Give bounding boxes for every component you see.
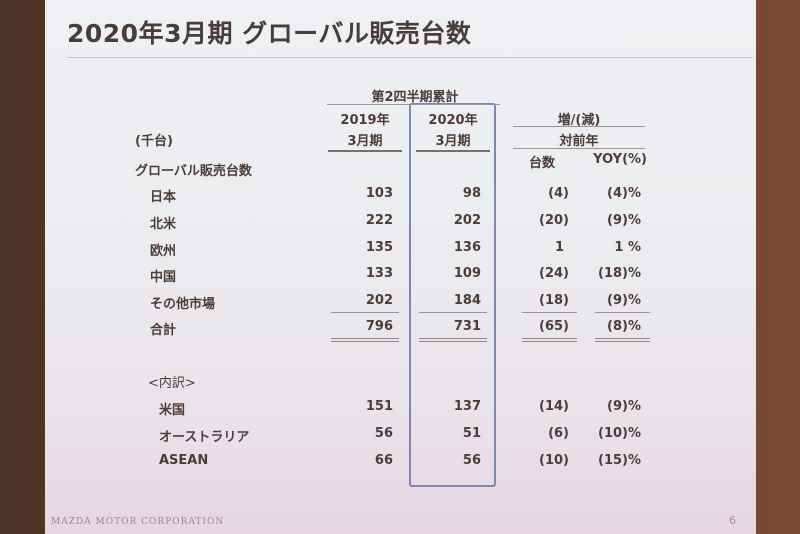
- row-label: 日本: [150, 190, 177, 205]
- title-divider: [67, 57, 753, 58]
- yoy-change: (9)%: [607, 213, 641, 228]
- fy2020-value: 109: [453, 266, 481, 281]
- units-change: 1: [554, 240, 564, 255]
- row-label: その他市場: [150, 297, 216, 312]
- slide: 2020年3月期 グローバル販売台数 第2四半期累計 2019年 3月期 202…: [45, 0, 756, 534]
- total-double-rule-yoy: [595, 338, 650, 342]
- row-label: 中国: [150, 270, 177, 285]
- row-label: 北米: [150, 217, 177, 232]
- breakdown-label: <内訳>: [148, 376, 196, 391]
- row-label: 合計: [150, 323, 177, 338]
- fy2020-value: 137: [453, 399, 481, 414]
- units-change: (14): [539, 399, 569, 414]
- unit-label: (千台): [135, 134, 173, 149]
- slide-title: 2020年3月期 グローバル販売台数: [67, 19, 472, 48]
- subtotal-rule-fy2019: [331, 312, 399, 313]
- units-change: (4): [548, 186, 569, 201]
- total-double-rule-units: [522, 338, 577, 342]
- yoy-change: (9)%: [607, 293, 641, 308]
- col-change-line2: 対前年: [559, 134, 599, 149]
- row-label: 欧州: [150, 244, 177, 259]
- fy2020-value: 56: [462, 453, 481, 468]
- fy2019-value: 222: [365, 213, 393, 228]
- fy2019-value: 135: [365, 240, 393, 255]
- fy2019-value: 151: [365, 399, 393, 414]
- units-change: (20): [539, 213, 569, 228]
- yoy-change: (8)%: [607, 319, 641, 334]
- col-fy2020-line1: 2020年: [428, 113, 478, 128]
- fy2020-value: 51: [462, 426, 481, 441]
- subtotal-rule-units: [522, 312, 577, 313]
- group-header: 第2四半期累計: [371, 90, 459, 105]
- units-change: (24): [539, 266, 569, 281]
- fy2019-value: 56: [374, 426, 393, 441]
- col-change-yoy: YOY(%): [593, 152, 647, 167]
- yoy-change: (18)%: [598, 266, 641, 281]
- row-label: オーストラリア: [159, 430, 250, 445]
- units-change: (18): [539, 293, 569, 308]
- yoy-change: (15)%: [598, 453, 641, 468]
- yoy-change: (10)%: [598, 426, 641, 441]
- fy2019-value: 202: [365, 293, 393, 308]
- total-double-rule-fy2019: [331, 338, 399, 342]
- col-fy2019-line2: 3月期: [347, 134, 383, 149]
- units-change: (65): [539, 319, 569, 334]
- fy2020-value: 136: [453, 240, 481, 255]
- row-label: ASEAN: [159, 453, 209, 468]
- change-rule-2: [513, 148, 645, 149]
- fy2019-value: 66: [374, 453, 393, 468]
- units-change: (6): [548, 426, 569, 441]
- total-double-rule-fy2020: [419, 338, 487, 342]
- footer-brand: MAZDA MOTOR CORPORATION: [51, 517, 225, 527]
- col-fy2020-line2: 3月期: [435, 134, 471, 149]
- yoy-change: (9)%: [607, 399, 641, 414]
- fy2019-value: 796: [365, 319, 393, 334]
- section-label: グローバル販売台数: [135, 164, 252, 179]
- col-fy2020-rule: [416, 150, 490, 152]
- subtotal-rule-fy2020: [419, 312, 487, 313]
- units-change: (10): [539, 453, 569, 468]
- fy2020-value: 731: [453, 319, 481, 334]
- fy2020-value: 98: [462, 186, 481, 201]
- group-header-rule: [327, 104, 500, 105]
- fy2019-value: 103: [365, 186, 393, 201]
- yoy-change: (4)%: [607, 186, 641, 201]
- change-rule-1: [513, 126, 645, 127]
- yoy-change: 1 %: [614, 240, 641, 255]
- row-label: 米国: [159, 403, 186, 418]
- subtotal-rule-yoy: [595, 312, 650, 313]
- fy2020-value: 202: [453, 213, 481, 228]
- fy2019-value: 133: [365, 266, 393, 281]
- col-change-line1: 増/(減): [557, 113, 601, 128]
- col-fy2019-rule: [328, 150, 402, 152]
- col-fy2019-line1: 2019年: [340, 113, 390, 128]
- page-number: 6: [729, 514, 736, 527]
- col-change-units: 台数: [528, 156, 555, 171]
- fy2020-value: 184: [453, 293, 481, 308]
